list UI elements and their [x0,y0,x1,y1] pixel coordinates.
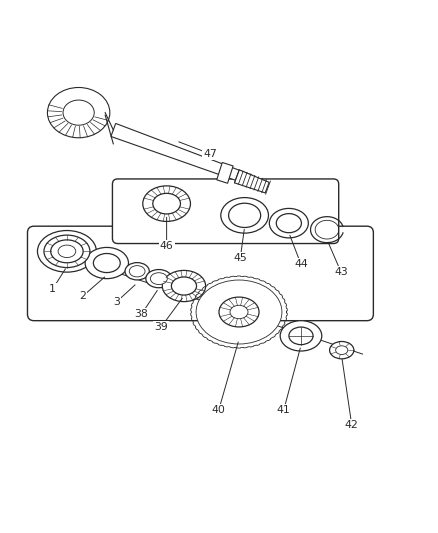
Ellipse shape [269,208,307,238]
Text: 44: 44 [293,260,307,269]
Text: 45: 45 [233,253,247,263]
Ellipse shape [220,198,268,233]
Ellipse shape [142,186,190,221]
Ellipse shape [37,231,96,272]
Ellipse shape [279,321,321,351]
Text: 47: 47 [203,149,216,159]
Text: 1: 1 [49,284,56,294]
Ellipse shape [329,342,353,359]
Ellipse shape [58,245,76,257]
Ellipse shape [152,193,180,214]
Polygon shape [234,170,268,193]
Ellipse shape [125,263,149,280]
FancyBboxPatch shape [28,226,373,321]
Ellipse shape [276,214,301,233]
Polygon shape [216,163,233,183]
Text: 43: 43 [333,266,347,277]
Text: 38: 38 [134,309,148,319]
Ellipse shape [230,305,247,319]
Ellipse shape [44,235,90,268]
Ellipse shape [93,254,120,272]
Text: 42: 42 [344,419,358,430]
Ellipse shape [51,240,83,263]
Ellipse shape [288,327,312,345]
Ellipse shape [219,297,258,327]
Ellipse shape [129,265,145,277]
Ellipse shape [47,87,110,138]
Text: 39: 39 [154,322,167,332]
Polygon shape [111,124,251,185]
Ellipse shape [85,247,128,279]
Ellipse shape [150,273,167,285]
Ellipse shape [171,277,196,295]
FancyBboxPatch shape [112,179,338,244]
Ellipse shape [228,203,260,228]
Ellipse shape [335,346,347,354]
Text: 46: 46 [159,241,173,251]
Text: 2: 2 [79,291,86,301]
Text: 40: 40 [211,406,225,415]
Text: 41: 41 [276,406,290,415]
Ellipse shape [162,270,205,302]
Ellipse shape [145,270,171,288]
Text: 3: 3 [113,297,120,307]
Ellipse shape [196,280,281,344]
Ellipse shape [63,100,94,125]
